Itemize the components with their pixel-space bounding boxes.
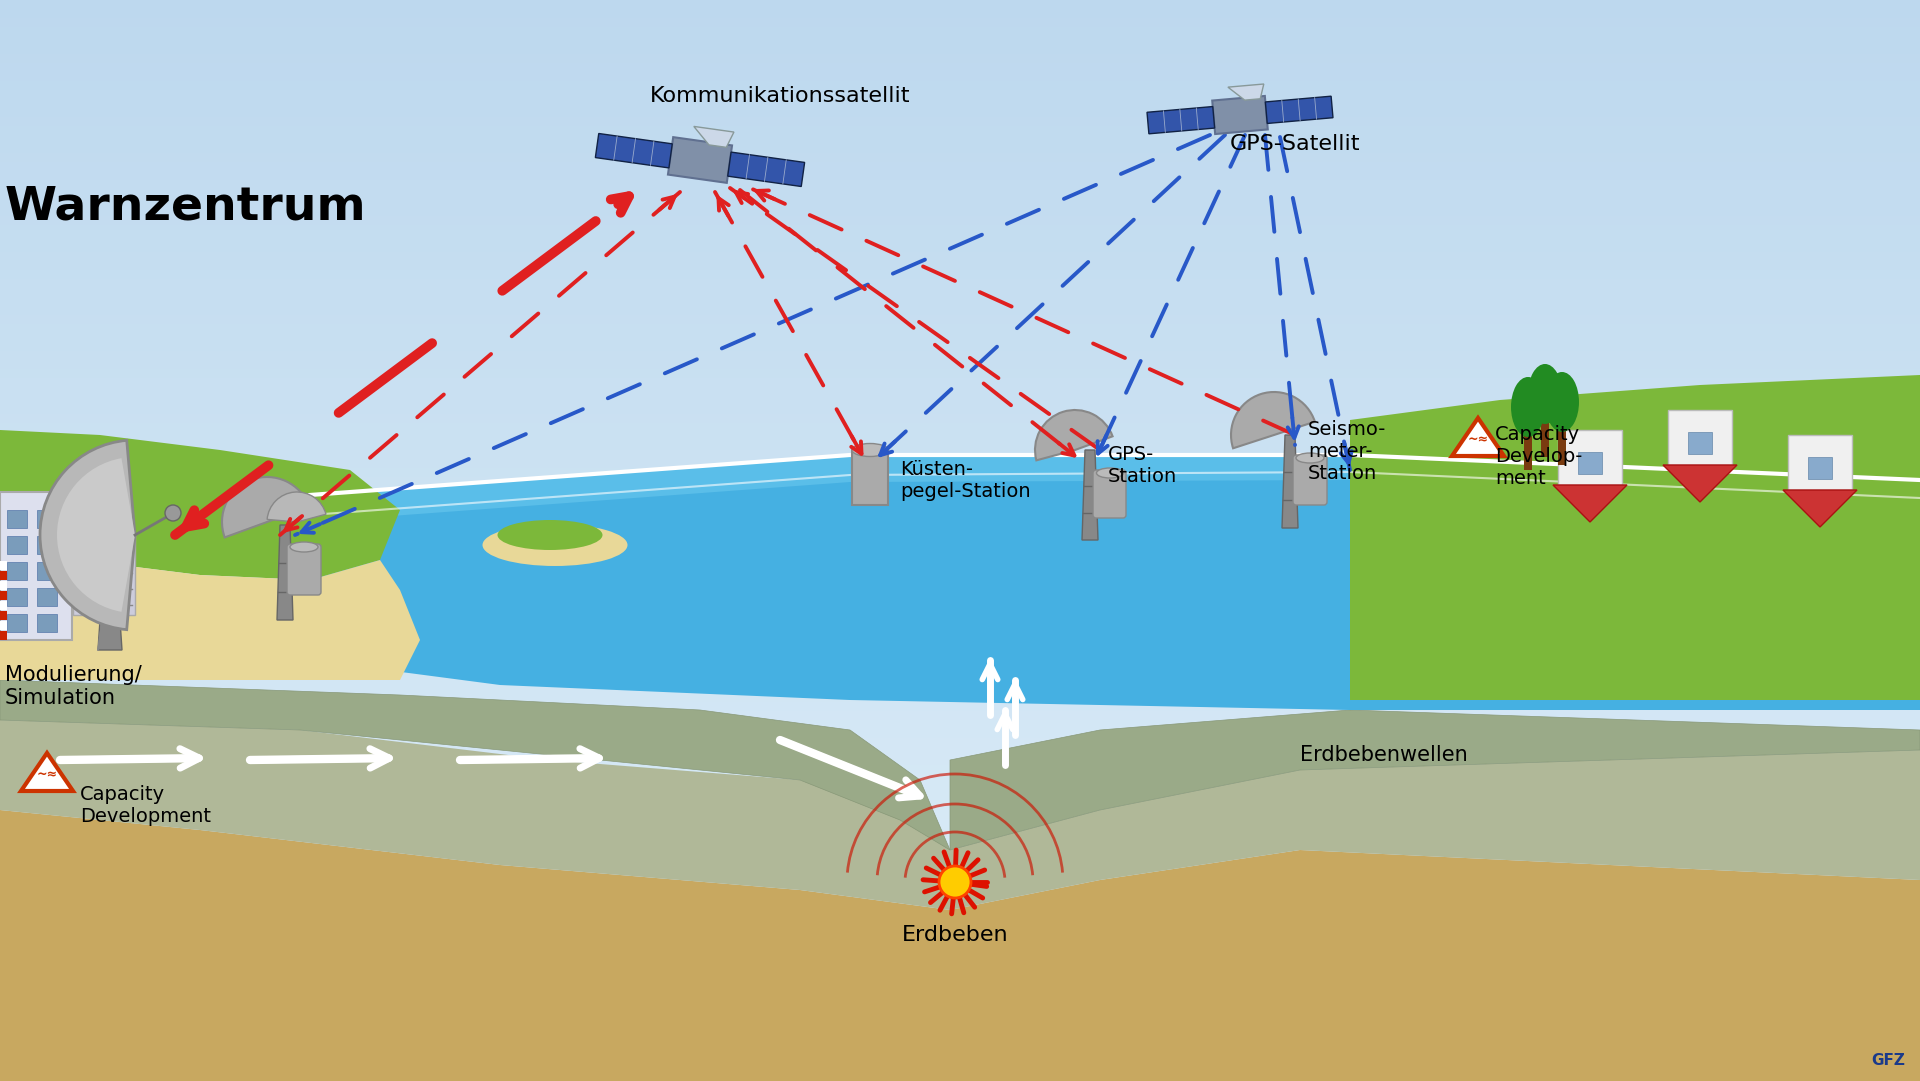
- Bar: [1524, 415, 1532, 470]
- Bar: [1668, 410, 1732, 465]
- Bar: [8, 588, 27, 606]
- Ellipse shape: [1528, 364, 1563, 424]
- Polygon shape: [595, 133, 672, 168]
- Bar: [0, 611, 8, 620]
- Bar: [1788, 435, 1853, 490]
- Ellipse shape: [852, 443, 887, 456]
- Wedge shape: [267, 492, 326, 522]
- Bar: [36, 562, 58, 580]
- Ellipse shape: [1546, 372, 1578, 432]
- Ellipse shape: [1511, 377, 1546, 437]
- Ellipse shape: [290, 542, 319, 552]
- Polygon shape: [1083, 450, 1098, 540]
- Polygon shape: [276, 525, 294, 620]
- Ellipse shape: [482, 524, 628, 566]
- Text: Seismo-
meter-
Station: Seismo- meter- Station: [1308, 421, 1386, 483]
- Polygon shape: [0, 810, 1920, 1081]
- Polygon shape: [693, 126, 733, 147]
- Text: ~≈: ~≈: [1467, 433, 1488, 446]
- Bar: [1688, 432, 1713, 454]
- Bar: [1542, 402, 1549, 457]
- Polygon shape: [309, 455, 1920, 522]
- Wedge shape: [223, 477, 309, 537]
- Bar: [0, 571, 8, 580]
- Ellipse shape: [1096, 468, 1123, 478]
- Circle shape: [939, 866, 972, 898]
- Polygon shape: [309, 455, 1920, 710]
- Polygon shape: [1784, 490, 1857, 528]
- Ellipse shape: [1296, 453, 1325, 463]
- Polygon shape: [668, 137, 732, 183]
- Text: ~≈: ~≈: [36, 769, 58, 782]
- FancyBboxPatch shape: [286, 544, 321, 595]
- Text: GPS-
Station: GPS- Station: [1108, 445, 1177, 486]
- Text: Erdbebenwellen: Erdbebenwellen: [1300, 745, 1467, 765]
- Wedge shape: [1231, 392, 1315, 449]
- Bar: [8, 536, 27, 553]
- Bar: [36, 614, 58, 632]
- Polygon shape: [728, 152, 804, 187]
- Polygon shape: [1553, 485, 1626, 522]
- Text: GPS-Satellit: GPS-Satellit: [1229, 134, 1359, 154]
- Text: Warnzentrum: Warnzentrum: [6, 185, 367, 230]
- Polygon shape: [1350, 375, 1920, 700]
- Bar: [1557, 410, 1567, 465]
- Bar: [36, 588, 58, 606]
- FancyBboxPatch shape: [1092, 470, 1125, 518]
- Polygon shape: [1229, 84, 1263, 101]
- Bar: [0, 591, 8, 600]
- Wedge shape: [58, 458, 134, 612]
- Polygon shape: [1283, 435, 1298, 528]
- Polygon shape: [1452, 418, 1503, 456]
- Polygon shape: [98, 560, 123, 650]
- Polygon shape: [0, 720, 1920, 910]
- Text: Capacity
Development: Capacity Development: [81, 785, 211, 826]
- Bar: [8, 562, 27, 580]
- Polygon shape: [0, 430, 399, 580]
- Text: Kommunikationssatellit: Kommunikationssatellit: [649, 86, 910, 106]
- Bar: [0, 492, 73, 640]
- Text: Erdbeben: Erdbeben: [902, 925, 1008, 945]
- FancyBboxPatch shape: [1292, 455, 1327, 505]
- Polygon shape: [0, 680, 950, 850]
- Bar: [1809, 457, 1832, 479]
- Wedge shape: [1035, 410, 1112, 461]
- Bar: [36, 510, 58, 528]
- Bar: [1578, 452, 1601, 473]
- Circle shape: [165, 505, 180, 521]
- Bar: [852, 450, 887, 505]
- Text: Capacity
Develop-
ment: Capacity Develop- ment: [1496, 425, 1582, 488]
- Text: Modulierung/
Simulation: Modulierung/ Simulation: [6, 665, 142, 708]
- Polygon shape: [950, 710, 1920, 850]
- Wedge shape: [40, 440, 134, 629]
- Polygon shape: [1146, 107, 1215, 134]
- Bar: [0, 620, 8, 630]
- Polygon shape: [1212, 96, 1267, 134]
- Bar: [0, 601, 8, 610]
- Bar: [73, 533, 134, 615]
- Bar: [36, 536, 58, 553]
- Bar: [8, 614, 27, 632]
- Polygon shape: [1265, 96, 1332, 123]
- Text: Küsten-
pegel-Station: Küsten- pegel-Station: [900, 461, 1031, 501]
- Ellipse shape: [497, 520, 603, 550]
- Polygon shape: [0, 550, 420, 680]
- Polygon shape: [21, 753, 73, 791]
- Bar: [8, 510, 27, 528]
- Bar: [1557, 430, 1622, 485]
- Polygon shape: [1663, 465, 1738, 502]
- Text: GFZ: GFZ: [1872, 1053, 1905, 1068]
- Bar: [0, 561, 8, 570]
- Bar: [0, 631, 8, 640]
- Bar: [0, 580, 8, 590]
